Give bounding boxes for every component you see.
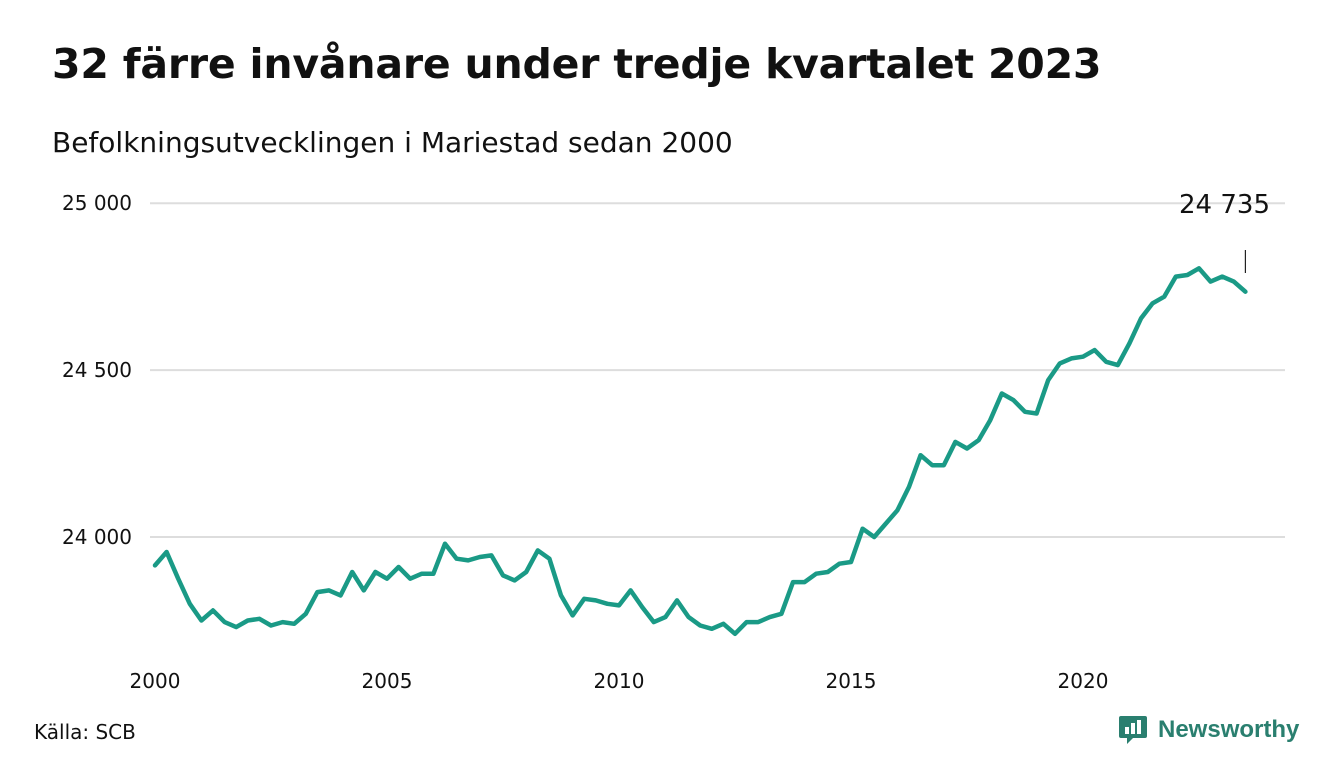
y-axis-ticks: 24 000 24 500 25 000 (62, 191, 132, 549)
x-tick-label: 2010 (594, 669, 645, 693)
grid-lines (150, 202, 1285, 538)
y-tick-label: 24 000 (62, 525, 132, 549)
population-series-line (152, 266, 1248, 637)
brand-logo: Newsworthy (1118, 714, 1299, 746)
x-tick-label: 2015 (826, 669, 877, 693)
newsworthy-logo-icon (1119, 716, 1147, 744)
x-tick-label: 2005 (362, 669, 413, 693)
x-tick-label: 2000 (130, 669, 181, 693)
chart-subtitle: Befolkningsutvecklingen i Mariestad seda… (52, 126, 733, 159)
x-tick-label: 2020 (1058, 669, 1109, 693)
y-tick-label: 25 000 (62, 191, 132, 215)
source-note: Källa: SCB (34, 720, 136, 744)
chart-title: 32 färre invånare under tredje kvartalet… (52, 40, 1102, 88)
brand-name: Newsworthy (1158, 716, 1300, 743)
y-tick-label: 24 500 (62, 358, 132, 382)
x-axis-ticks: 2000 2005 2010 2015 2020 (130, 669, 1109, 693)
end-value-label: 24 735 (1179, 190, 1270, 220)
